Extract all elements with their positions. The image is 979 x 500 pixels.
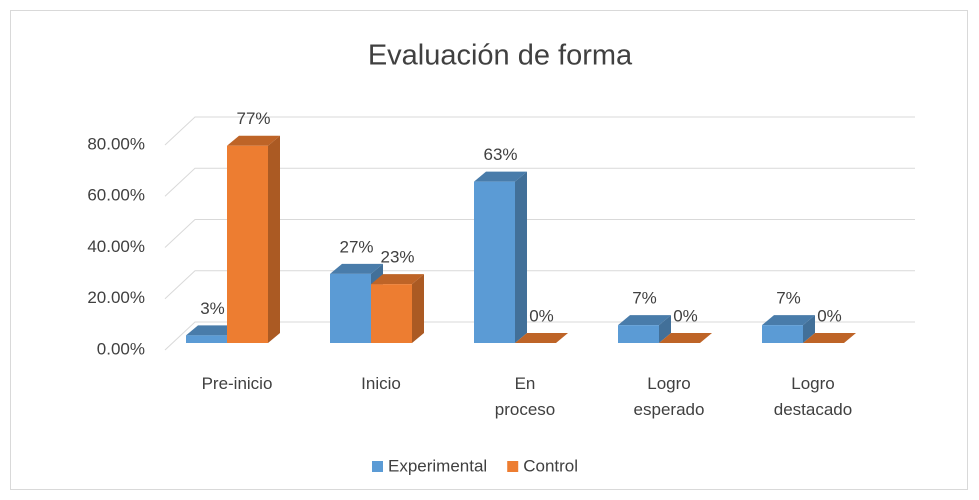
legend-swatch bbox=[507, 461, 519, 472]
grid-line bbox=[164, 321, 915, 351]
data-label: 63% bbox=[483, 145, 517, 164]
chart-title: Evaluación de forma bbox=[368, 40, 633, 72]
y-tick-label: 80.00% bbox=[87, 134, 145, 153]
bar-face bbox=[186, 325, 239, 336]
x-tick-label: Inicio bbox=[361, 374, 401, 393]
bar-face bbox=[371, 274, 424, 285]
legend-swatch bbox=[372, 461, 383, 472]
bar-face bbox=[227, 135, 280, 146]
y-tick-label: 40.00% bbox=[87, 237, 145, 256]
legend-label: Experimental bbox=[388, 456, 487, 475]
bar-face bbox=[474, 181, 515, 343]
data-label: 23% bbox=[380, 248, 414, 267]
data-label: 7% bbox=[776, 289, 801, 308]
bar bbox=[474, 171, 527, 343]
bar-face bbox=[515, 171, 527, 343]
grid-line bbox=[164, 270, 915, 300]
x-tick-label: Logro destacado bbox=[774, 374, 852, 419]
bar bbox=[227, 135, 280, 343]
bar-face bbox=[659, 315, 671, 343]
legend-label: Control bbox=[523, 456, 578, 475]
bar-face bbox=[186, 335, 227, 343]
bar bbox=[803, 333, 856, 343]
bar-face bbox=[659, 333, 712, 343]
bar-face bbox=[330, 263, 383, 274]
data-label: 77% bbox=[236, 109, 270, 128]
data-label: 3% bbox=[200, 299, 225, 318]
grid-line bbox=[164, 167, 915, 197]
bar bbox=[371, 274, 424, 343]
bar bbox=[515, 333, 568, 343]
bar bbox=[618, 315, 671, 343]
grid-line bbox=[164, 219, 915, 248]
bar-face bbox=[474, 171, 527, 182]
grid-line bbox=[164, 116, 915, 146]
bar bbox=[659, 333, 712, 343]
bar-face bbox=[762, 315, 815, 326]
data-label: 0% bbox=[673, 306, 698, 325]
y-tick-label: 0.00% bbox=[97, 339, 145, 358]
data-label: 7% bbox=[632, 289, 657, 308]
x-tick-label: En proceso bbox=[495, 374, 555, 419]
x-tick-label: Pre-inicio bbox=[202, 374, 273, 393]
bar-face bbox=[371, 284, 412, 343]
bar-face bbox=[330, 273, 371, 343]
bar-face bbox=[618, 325, 659, 343]
bar-face bbox=[227, 145, 268, 343]
bar-face bbox=[412, 274, 424, 343]
bar-face bbox=[803, 315, 815, 343]
x-tick-label: Logro esperado bbox=[634, 374, 705, 419]
bar-face bbox=[762, 325, 803, 343]
bar-face bbox=[618, 315, 671, 326]
data-label: 0% bbox=[529, 306, 554, 325]
bar bbox=[762, 315, 815, 343]
data-label: 0% bbox=[817, 306, 842, 325]
bar-face bbox=[268, 135, 280, 343]
bar-face bbox=[515, 333, 568, 343]
data-label: 27% bbox=[339, 237, 373, 256]
y-tick-label: 60.00% bbox=[87, 186, 145, 205]
bar-face bbox=[803, 333, 856, 343]
y-tick-label: 20.00% bbox=[87, 288, 145, 307]
